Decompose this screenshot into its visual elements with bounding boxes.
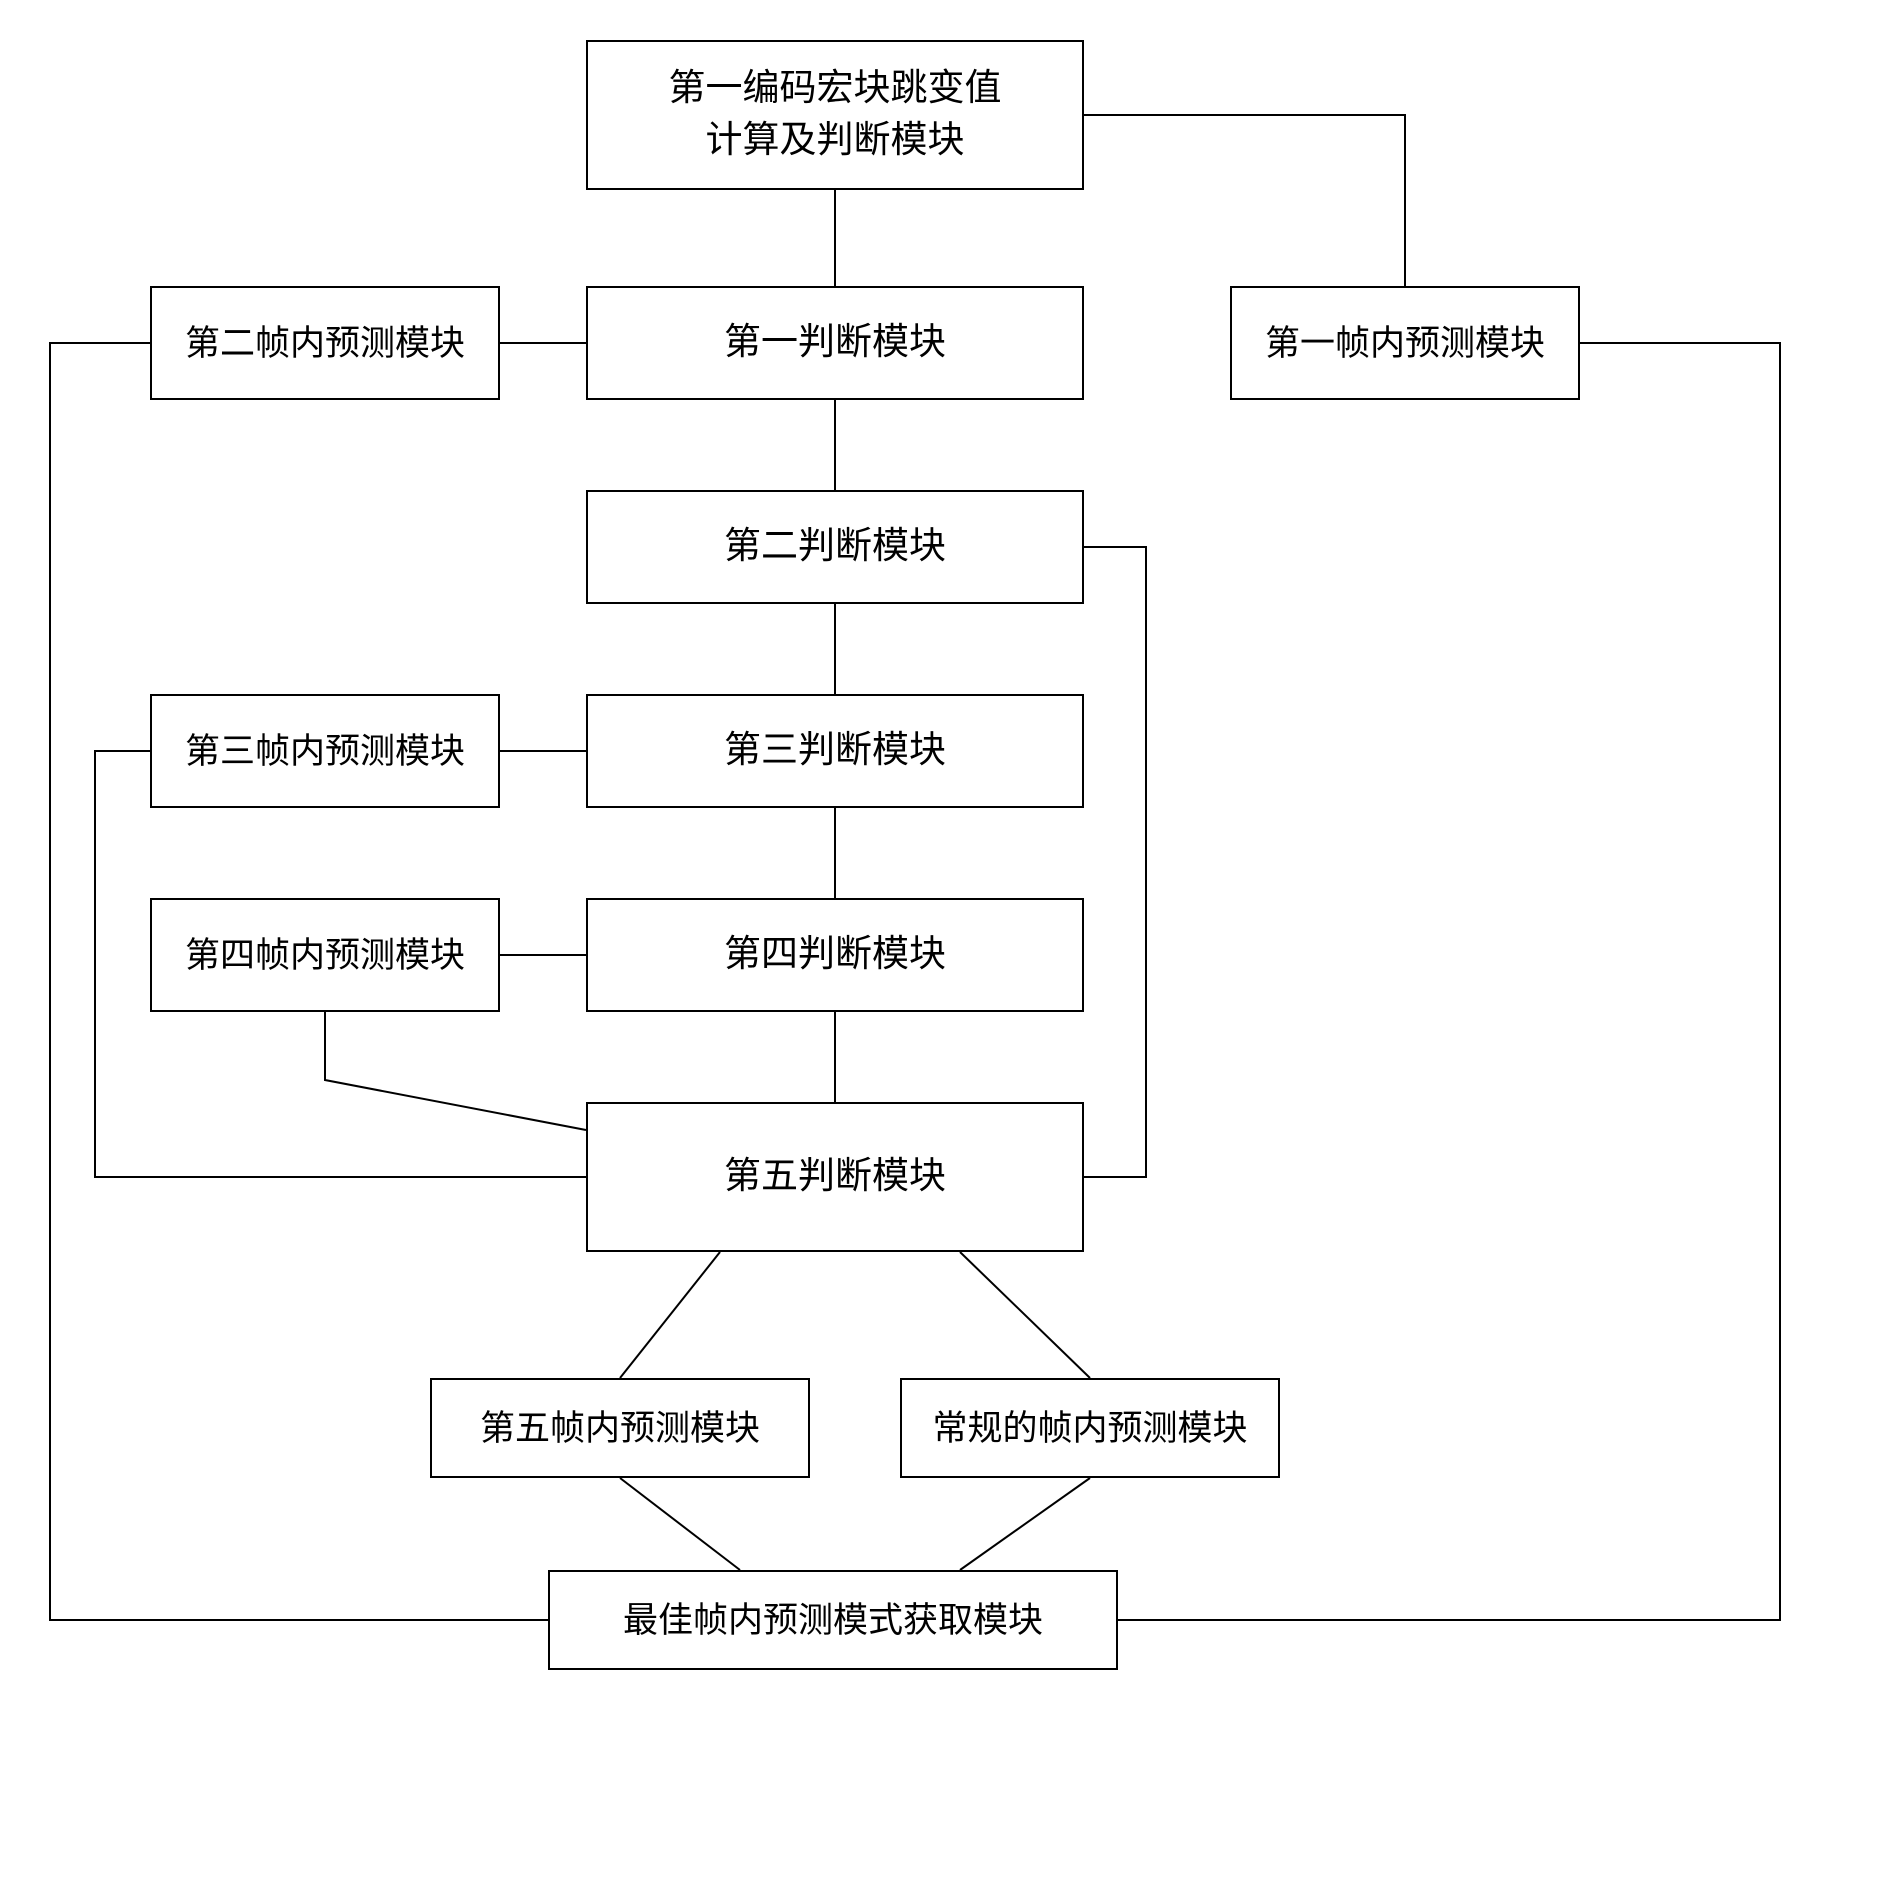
node-judge-3: 第三判断模块 bbox=[586, 694, 1084, 808]
node-best-mode: 最佳帧内预测模式获取模块 bbox=[548, 1570, 1118, 1670]
edge-n3-n6 bbox=[1084, 547, 1146, 1177]
node-judge-2: 第二判断模块 bbox=[586, 490, 1084, 604]
node-judge-1: 第一判断模块 bbox=[586, 286, 1084, 400]
node-calc-judge: 第一编码宏块跳变值 计算及判断模块 bbox=[586, 40, 1084, 190]
edge-n11-n13 bbox=[620, 1478, 740, 1570]
node-judge-4: 第四判断模块 bbox=[586, 898, 1084, 1012]
node-intra-pred-5: 第五帧内预测模块 bbox=[430, 1378, 810, 1478]
node-intra-pred-4: 第四帧内预测模块 bbox=[150, 898, 500, 1012]
node-intra-pred-2: 第二帧内预测模块 bbox=[150, 286, 500, 400]
node-intra-pred-1: 第一帧内预测模块 bbox=[1230, 286, 1580, 400]
node-intra-pred-normal: 常规的帧内预测模块 bbox=[900, 1378, 1280, 1478]
edge-n9-n6 bbox=[325, 1012, 586, 1130]
edge-n1-n10 bbox=[1084, 115, 1405, 286]
edge-n6-n12 bbox=[960, 1252, 1090, 1378]
edge-n12-n13 bbox=[960, 1478, 1090, 1570]
edge-n6-n11 bbox=[620, 1252, 720, 1378]
node-judge-5: 第五判断模块 bbox=[586, 1102, 1084, 1252]
node-intra-pred-3: 第三帧内预测模块 bbox=[150, 694, 500, 808]
